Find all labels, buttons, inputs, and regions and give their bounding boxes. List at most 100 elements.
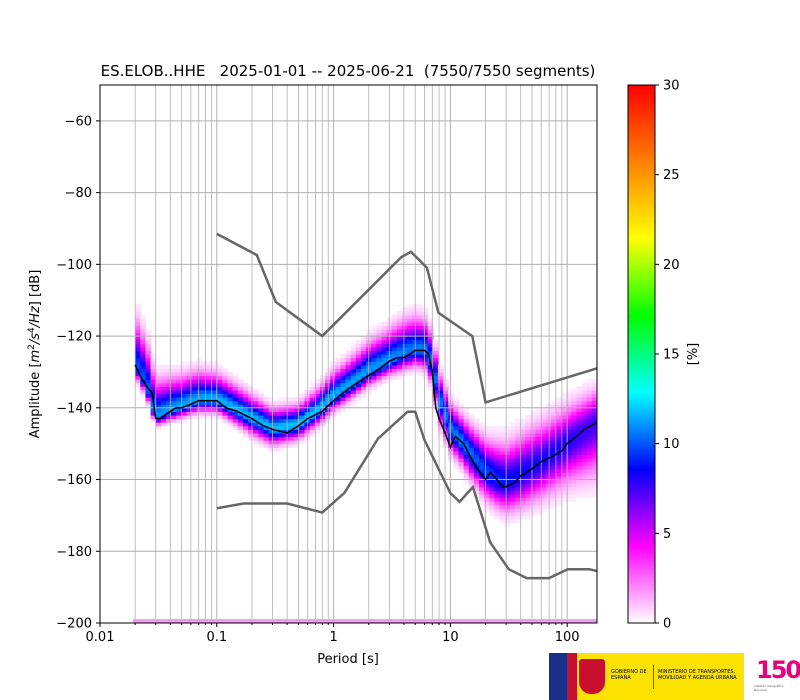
heatmap-cell — [155, 418, 162, 423]
heatmap-cell — [576, 486, 583, 491]
heatmap-cell — [232, 379, 239, 384]
heatmap-cell — [576, 407, 583, 412]
heatmap-cell — [566, 397, 572, 402]
heatmap-cell — [145, 371, 152, 377]
heatmap-cell — [171, 393, 177, 398]
heatmap-cell — [150, 407, 157, 412]
heatmap-cell — [396, 346, 403, 352]
heatmap-cell — [499, 429, 506, 434]
heatmap-cell — [201, 368, 208, 373]
heatmap-cell — [566, 465, 572, 470]
heatmap-cell — [443, 411, 449, 416]
heatmap-cell — [448, 440, 454, 445]
heatmap-cell — [504, 465, 511, 470]
heatmap-cell — [355, 368, 362, 373]
heatmap-cell — [309, 404, 316, 409]
heatmap-cell — [576, 386, 583, 391]
heatmap-cell — [591, 440, 597, 445]
heatmap-cell — [196, 379, 203, 384]
heatmap-cell — [227, 393, 234, 398]
heatmap-cell — [196, 404, 203, 409]
heatmap-cell — [591, 454, 597, 459]
heatmap-cell — [160, 404, 167, 409]
heatmap-cell — [309, 429, 316, 434]
heatmap-cell — [437, 425, 444, 430]
heatmap-cell — [212, 371, 218, 377]
heatmap-cell — [586, 404, 593, 409]
heatmap-cell — [330, 393, 336, 398]
heatmap-cell — [494, 436, 501, 441]
heatmap-cell — [309, 386, 316, 391]
heatmap-cell — [581, 461, 588, 466]
heatmap-cell — [509, 483, 516, 488]
heatmap-cell — [504, 493, 511, 499]
heatmap-cell — [463, 432, 470, 438]
heatmap-cell — [268, 397, 275, 402]
heatmap-cell — [530, 447, 537, 452]
heatmap-cell — [478, 475, 485, 481]
heatmap-cell — [402, 325, 408, 330]
heatmap-cell — [340, 375, 347, 380]
heatmap-cell — [489, 425, 495, 430]
heatmap-cell — [355, 357, 362, 362]
heatmap-cell — [237, 382, 244, 387]
heatmap-cell — [571, 472, 578, 477]
heatmap-cell — [535, 486, 542, 491]
heatmap-cell — [427, 346, 434, 352]
heatmap-cell — [540, 508, 547, 513]
heatmap-cell — [484, 429, 490, 434]
heatmap-cell — [227, 418, 234, 423]
heatmap-cell — [494, 465, 501, 470]
heatmap-cell — [242, 411, 249, 416]
heatmap-cell — [581, 472, 588, 477]
heatmap-cell — [319, 411, 326, 416]
heatmap-cell — [309, 422, 316, 427]
heatmap-cell — [530, 443, 537, 448]
heatmap-cell — [591, 461, 597, 466]
heatmap-cell — [591, 382, 597, 387]
heatmap-cell — [494, 468, 501, 473]
heatmap-cell — [319, 397, 326, 402]
heatmap-cell — [417, 371, 424, 377]
heatmap-cell — [576, 393, 583, 398]
heatmap-cell — [555, 486, 562, 491]
heatmap-cell — [417, 339, 424, 344]
heatmap-cell — [248, 400, 254, 405]
heatmap-cell — [427, 357, 434, 362]
heatmap-cell — [160, 407, 167, 412]
heatmap-cell — [540, 475, 547, 481]
heatmap-cell — [191, 368, 198, 373]
heatmap-cell — [494, 475, 501, 481]
x-axis-ticks: 0.01 0.1 1 10 100 — [86, 623, 580, 645]
heatmap-cell — [376, 325, 383, 330]
heatmap-cell — [217, 393, 223, 398]
heatmap-cell — [504, 461, 511, 466]
heatmap-cell — [176, 382, 182, 387]
heatmap-cell — [253, 389, 259, 395]
heatmap-cell — [207, 386, 213, 391]
heatmap-cell — [176, 371, 182, 377]
heatmap-cell — [207, 371, 213, 377]
heatmap-cell — [355, 361, 362, 366]
heatmap-cell — [335, 407, 342, 412]
heatmap-cell — [540, 483, 547, 488]
heatmap-cell — [514, 511, 521, 516]
heatmap-cell — [555, 475, 562, 481]
heatmap-cell — [525, 432, 531, 438]
heatmap-cell — [520, 436, 526, 441]
heatmap-cell — [437, 393, 444, 398]
heatmap-cell — [561, 472, 567, 477]
heatmap-cell — [586, 475, 593, 481]
heatmap-cell — [248, 407, 254, 412]
heatmap-cell — [545, 411, 552, 416]
heatmap-cell — [484, 461, 490, 466]
heatmap-cell — [140, 339, 147, 344]
heatmap-cell — [345, 357, 352, 362]
heatmap-cell — [494, 508, 501, 513]
heatmap-cell — [171, 389, 177, 395]
heatmap-cell — [258, 425, 265, 430]
heatmap-cell — [463, 414, 470, 420]
heatmap-cell — [371, 375, 377, 380]
heatmap-cell — [186, 407, 193, 412]
heatmap-cell — [468, 440, 475, 445]
